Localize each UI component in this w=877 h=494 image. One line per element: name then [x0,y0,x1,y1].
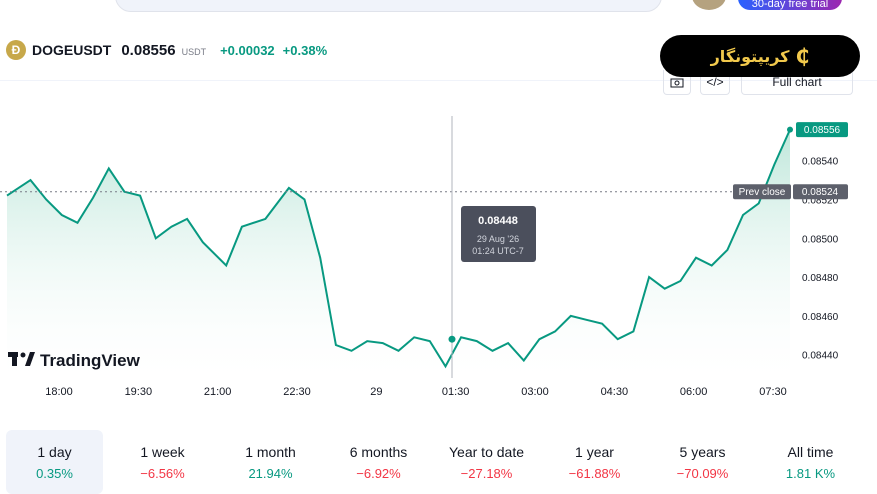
period-tab[interactable]: 1 year −61.88% [546,430,643,494]
search-input[interactable] [115,0,662,12]
x-tick-label: 07:30 [759,386,787,398]
crosshair-tooltip: 0.08448 29 Aug '26 01:24 UTC-7 [461,206,536,262]
period-tab[interactable]: 6 months −6.92% [330,430,427,494]
symbol-name[interactable]: DOGEUSDT [32,42,112,58]
x-tick-label: 29 [370,386,382,398]
period-tab[interactable]: 1 day 0.35% [6,430,103,494]
period-change: 1.81 K% [785,466,836,481]
snapshot-button[interactable] [663,70,691,95]
period-change: −6.92% [356,466,401,481]
symbol-price: 0.08556 [121,41,176,59]
y-tick-label: 0.08440 [802,351,839,362]
y-tick-label: 0.08460 [802,312,839,323]
period-tab[interactable]: Year to date −27.18% [438,430,535,494]
price-change-pct: +0.38% [282,42,328,58]
y-tick-label: 0.08500 [802,234,839,245]
x-tick-label: 03:00 [521,386,549,398]
period-change: −61.88% [568,466,621,481]
period-label: 1 year [575,444,614,460]
y-tick-label: 0.08520 [802,195,839,206]
period-label: 6 months [349,444,408,460]
prev-close-value: 0.08524 [802,187,839,198]
watermark-text: TradingView [40,351,141,370]
period-change: 21.94% [248,466,293,481]
period-label: 5 years [679,444,726,460]
tradingview-logo-icon [8,352,35,366]
header-divider [0,80,877,81]
free-trial-button[interactable]: 30-day free trial [738,0,842,10]
price-unit: USDT [181,47,207,57]
period-tab[interactable]: 1 week −6.56% [114,430,211,494]
brand-label: کریپتونگار [710,46,790,66]
period-label: 1 day [37,444,72,460]
x-tick-label: 19:30 [125,386,153,398]
brand-coin-icon: ₵ [795,44,810,68]
x-tick-label: 21:00 [204,386,232,398]
brand-badge: کریپتونگار ₵ [660,35,860,77]
period-tab[interactable]: 1 month 21.94% [222,430,319,494]
period-change: −27.18% [460,466,513,481]
y-tick-label: 0.08480 [802,273,839,284]
tooltip-date: 29 Aug '26 [477,234,519,244]
tooltip-time: 01:24 UTC-7 [472,246,524,256]
y-tick-label: 0.08540 [802,157,839,168]
top-bar: 30-day free trial [0,0,877,14]
symbol-header: Ð DOGEUSDT 0.08556 USDT +0.00032 +0.38% [6,38,327,62]
last-price-label: 0.08556 [804,125,841,136]
period-tab[interactable]: All time 1.81 K% [762,430,859,494]
x-tick-label: 06:00 [680,386,708,398]
x-tick-label: 18:00 [45,386,73,398]
tooltip-price: 0.08448 [478,215,518,227]
x-tick-label: 22:30 [283,386,311,398]
price-change-abs: +0.00032 [220,42,275,58]
last-price-point [787,126,793,133]
prev-close-tag: Prev close 0.08524 [733,184,848,200]
price-area [7,129,790,378]
prev-close-label: Prev close [739,187,786,198]
x-tick-label: 04:30 [601,386,629,398]
period-label: Year to date [449,444,524,460]
period-selector: 1 day 0.35% 1 week −6.56% 1 month 21.94% 6 mon… [6,430,872,494]
embed-button[interactable]: </> [700,70,730,95]
period-change: −70.09% [676,466,729,481]
period-tab[interactable]: 5 years −70.09% [654,430,751,494]
camera-icon [670,78,684,88]
last-price-tag: 0.08556 [796,122,848,138]
period-label: All time [787,444,834,460]
full-chart-label: Full chart [772,75,822,89]
x-tick-label: 01:30 [442,386,470,398]
full-chart-button[interactable]: Full chart [741,70,853,95]
period-change: −6.56% [140,466,185,481]
price-line [6,129,791,369]
doge-coin-icon: Ð [6,40,26,60]
crosshair-point [448,335,456,343]
code-icon: </> [706,75,724,89]
period-change: 0.35% [36,466,73,481]
period-label: 1 month [245,444,296,460]
tradingview-watermark: TradingView [8,351,141,370]
avatar[interactable] [692,0,726,10]
period-label: 1 week [140,444,185,460]
price-chart[interactable]: 0.08540 0.08520 0.08500 0.08480 0.08460 0.084… [0,100,877,400]
